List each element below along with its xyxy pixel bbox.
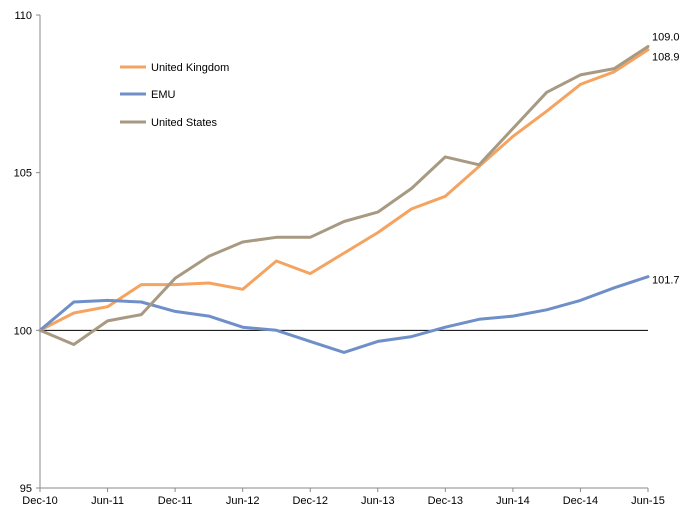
end-label-united-states: 109.0 [652, 32, 680, 44]
series-lines [38, 45, 650, 354]
y-tick-label: 105 [14, 168, 32, 180]
x-tick-label: Jun-12 [226, 495, 260, 507]
x-tick-label: Dec-14 [563, 495, 598, 507]
end-label-united-kingdom: 108.9 [652, 52, 680, 64]
legend: United Kingdom EMU United States [120, 62, 229, 129]
end-label-emu: 101.7 [652, 275, 680, 287]
x-tick-label: Dec-13 [428, 495, 463, 507]
series-line-united-kingdom [38, 48, 650, 332]
x-tick-label: Jun-13 [361, 495, 395, 507]
series-line-united-states [38, 45, 650, 346]
y-axis-ticks: 95 100 105 110 [14, 10, 40, 495]
series-line-emu [38, 275, 650, 354]
x-tick-label: Jun-15 [631, 495, 665, 507]
y-tick-label: 110 [14, 10, 32, 22]
x-tick-label: Jun-14 [496, 495, 530, 507]
legend-label-united-kingdom: United Kingdom [151, 62, 229, 74]
legend-label-united-states: United States [151, 117, 218, 129]
x-tick-label: Jun-11 [91, 495, 124, 507]
x-tick-label: Dec-10 [22, 495, 57, 507]
y-tick-label: 95 [20, 483, 32, 495]
x-axis-ticks: Dec-10 Jun-11 Dec-11 Jun-12 Dec-12 Jun-13 Dec-… [22, 488, 665, 507]
legend-label-emu: EMU [151, 89, 176, 101]
axes [39, 15, 648, 489]
y-tick-label: 100 [14, 325, 32, 337]
x-tick-label: Dec-11 [158, 495, 193, 507]
x-tick-label: Dec-12 [292, 495, 327, 507]
end-labels: 108.9 101.7 109.0 [652, 32, 680, 287]
